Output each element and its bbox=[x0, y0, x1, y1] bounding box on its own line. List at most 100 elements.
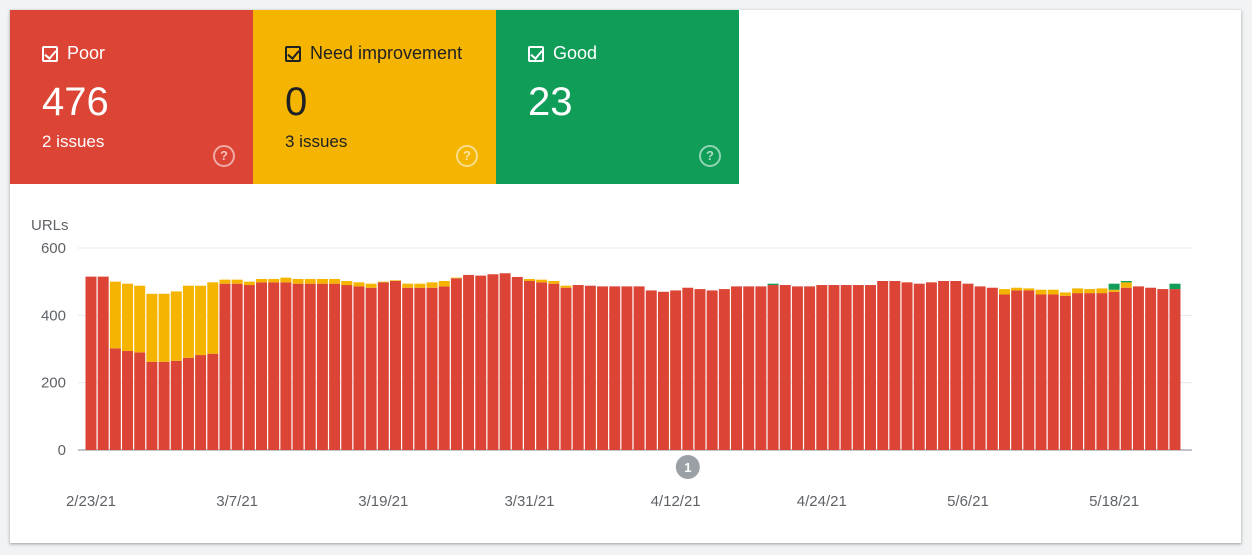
bar-poor[interactable] bbox=[597, 286, 609, 450]
bar-poor[interactable] bbox=[390, 280, 401, 450]
bar-poor[interactable] bbox=[548, 283, 560, 450]
bar-need-improvement[interactable] bbox=[1035, 289, 1047, 295]
bar-poor[interactable] bbox=[962, 283, 974, 450]
bar-poor[interactable] bbox=[268, 282, 280, 450]
bar-poor[interactable] bbox=[1096, 293, 1108, 450]
bar-need-improvement[interactable] bbox=[1047, 289, 1059, 295]
bar-poor[interactable] bbox=[134, 352, 146, 450]
bar-poor[interactable] bbox=[1011, 290, 1023, 450]
bar-poor[interactable] bbox=[536, 282, 548, 450]
bar-poor[interactable] bbox=[633, 286, 645, 450]
bar-poor[interactable] bbox=[146, 361, 158, 450]
bar-poor[interactable] bbox=[560, 287, 572, 450]
bar-poor[interactable] bbox=[365, 287, 377, 450]
bar-poor[interactable] bbox=[974, 286, 986, 450]
bar-poor[interactable] bbox=[950, 280, 962, 450]
bar-poor[interactable] bbox=[1047, 294, 1059, 450]
bar-poor[interactable] bbox=[426, 287, 438, 450]
bar-need-improvement[interactable] bbox=[1023, 288, 1035, 291]
bar-need-improvement[interactable] bbox=[414, 283, 426, 288]
bar-poor[interactable] bbox=[280, 282, 292, 450]
bar-poor[interactable] bbox=[657, 291, 669, 450]
bar-poor[interactable] bbox=[170, 360, 182, 450]
bar-poor[interactable] bbox=[256, 282, 268, 450]
bar-poor[interactable] bbox=[1169, 289, 1181, 450]
bar-need-improvement[interactable] bbox=[122, 283, 134, 352]
bar-poor[interactable] bbox=[1157, 289, 1169, 450]
bar-poor[interactable] bbox=[804, 286, 816, 450]
bar-need-improvement[interactable] bbox=[280, 277, 292, 283]
bar-poor[interactable] bbox=[706, 290, 718, 450]
bar-poor[interactable] bbox=[889, 280, 901, 450]
bar-poor[interactable] bbox=[998, 294, 1010, 450]
bar-need-improvement[interactable] bbox=[426, 282, 438, 288]
bar-poor[interactable] bbox=[731, 286, 743, 450]
bar-poor[interactable] bbox=[609, 286, 621, 450]
bar-poor[interactable] bbox=[877, 280, 889, 450]
bar-poor[interactable] bbox=[475, 275, 487, 450]
bar-need-improvement[interactable] bbox=[450, 277, 462, 279]
bar-good[interactable] bbox=[1108, 283, 1120, 290]
bar-poor[interactable] bbox=[986, 287, 998, 450]
bar-need-improvement[interactable] bbox=[1096, 288, 1108, 294]
bar-need-improvement[interactable] bbox=[268, 278, 280, 283]
bar-poor[interactable] bbox=[670, 290, 682, 450]
bar-need-improvement[interactable] bbox=[243, 281, 255, 286]
poor-checkbox-icon[interactable] bbox=[42, 45, 58, 62]
bar-need-improvement[interactable] bbox=[402, 283, 414, 288]
bar-need-improvement[interactable] bbox=[256, 278, 268, 283]
bar-poor[interactable] bbox=[231, 283, 243, 450]
bar-poor[interactable] bbox=[414, 287, 426, 450]
bar-need-improvement[interactable] bbox=[304, 278, 316, 284]
bar-poor[interactable] bbox=[828, 285, 840, 450]
bar-need-improvement[interactable] bbox=[195, 285, 207, 356]
bar-poor[interactable] bbox=[122, 351, 134, 450]
bar-poor[interactable] bbox=[913, 283, 925, 450]
bar-need-improvement[interactable] bbox=[1084, 289, 1096, 294]
bar-need-improvement[interactable] bbox=[207, 282, 219, 354]
bar-poor[interactable] bbox=[816, 285, 828, 450]
bar-need-improvement[interactable] bbox=[170, 291, 182, 361]
bar-poor[interactable] bbox=[1023, 290, 1035, 450]
good-checkbox-icon[interactable] bbox=[528, 45, 544, 62]
bar-poor[interactable] bbox=[791, 286, 803, 450]
annotation-marker[interactable] bbox=[675, 455, 700, 479]
bar-poor[interactable] bbox=[219, 283, 231, 450]
bar-need-improvement[interactable] bbox=[1120, 282, 1132, 288]
bar-need-improvement[interactable] bbox=[536, 279, 548, 283]
bar-poor[interactable] bbox=[463, 274, 475, 450]
bar-need-improvement[interactable] bbox=[390, 280, 401, 281]
bar-poor[interactable] bbox=[182, 357, 194, 450]
bar-poor[interactable] bbox=[304, 283, 316, 450]
bar-good[interactable] bbox=[1169, 283, 1181, 290]
bar-poor[interactable] bbox=[572, 285, 584, 450]
bar-poor[interactable] bbox=[938, 280, 950, 450]
bar-poor[interactable] bbox=[840, 285, 852, 450]
bar-poor[interactable] bbox=[901, 282, 913, 450]
bar-poor[interactable] bbox=[645, 290, 657, 450]
bar-poor[interactable] bbox=[377, 282, 389, 450]
bar-need-improvement[interactable] bbox=[134, 285, 146, 353]
bar-poor[interactable] bbox=[487, 274, 499, 450]
bar-poor[interactable] bbox=[718, 289, 730, 450]
bar-poor[interactable] bbox=[85, 276, 97, 450]
bar-need-improvement[interactable] bbox=[341, 280, 353, 286]
bar-poor[interactable] bbox=[925, 282, 937, 450]
help-icon[interactable]: ? bbox=[699, 145, 721, 167]
bar-need-improvement[interactable] bbox=[523, 278, 535, 281]
help-icon[interactable]: ? bbox=[213, 145, 235, 167]
bar-poor[interactable] bbox=[682, 287, 694, 450]
bar-need-improvement[interactable] bbox=[377, 281, 389, 283]
annotation[interactable]: 1 bbox=[675, 455, 700, 479]
bar-poor[interactable] bbox=[852, 285, 864, 450]
bar-need-improvement[interactable] bbox=[146, 293, 158, 362]
bar-poor[interactable] bbox=[1072, 293, 1084, 450]
bar-need-improvement[interactable] bbox=[1011, 287, 1023, 291]
bar-need-improvement[interactable] bbox=[231, 279, 243, 284]
bar-poor[interactable] bbox=[767, 285, 779, 450]
bar-need-improvement[interactable] bbox=[292, 278, 304, 284]
bar-poor[interactable] bbox=[1120, 287, 1132, 450]
bar-poor[interactable] bbox=[584, 285, 596, 450]
bar-need-improvement[interactable] bbox=[560, 285, 572, 288]
bar-poor[interactable] bbox=[1035, 294, 1047, 450]
